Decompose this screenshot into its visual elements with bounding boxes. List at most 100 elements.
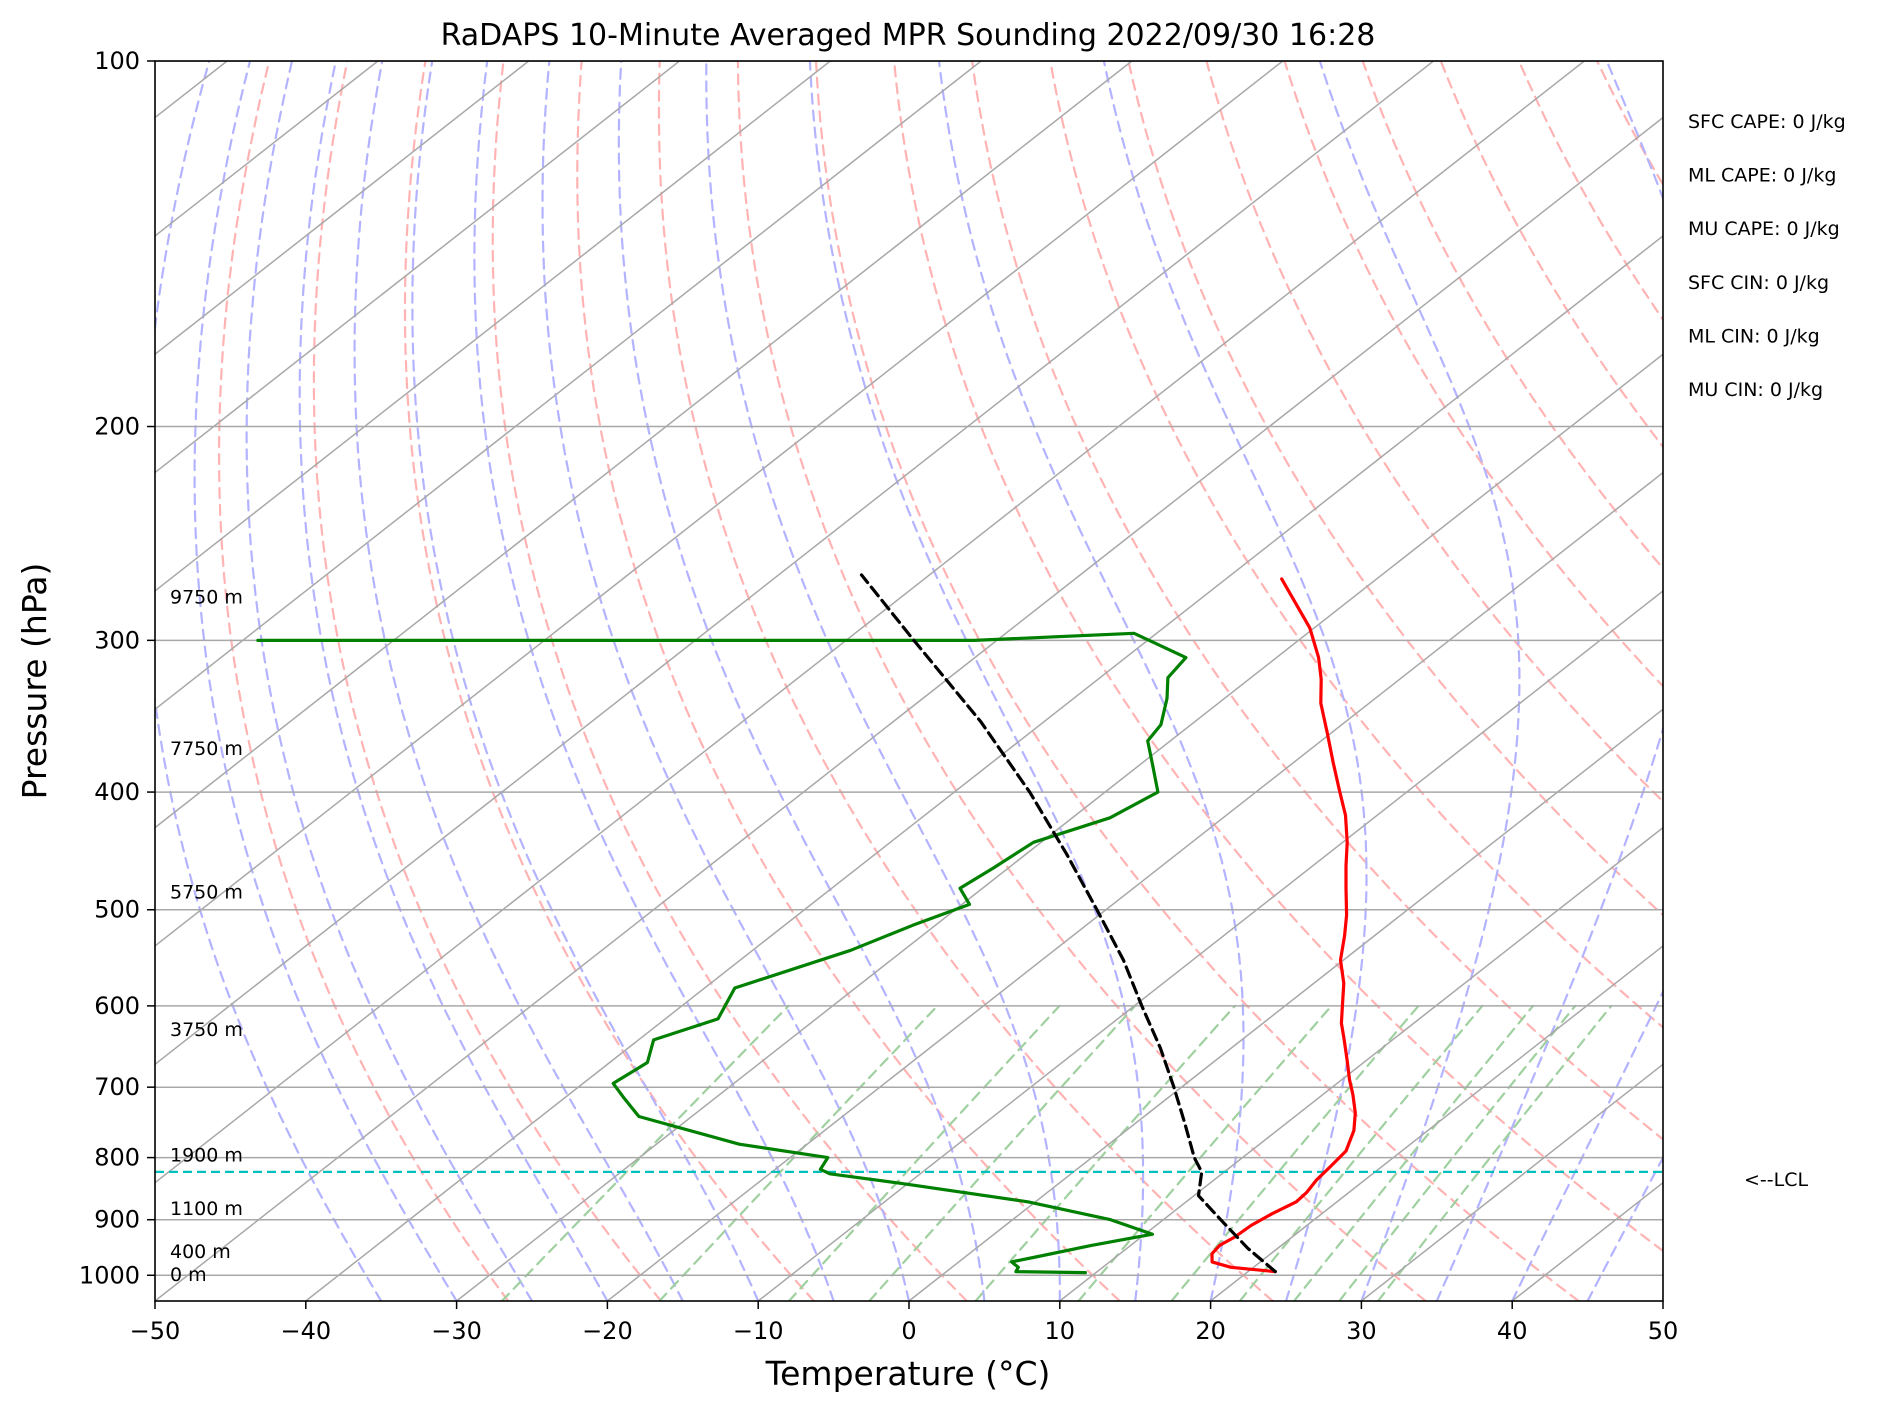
- dry-adiabat: [1049, 61, 1663, 1029]
- mixing-ratio-line: [1377, 1004, 1613, 1301]
- x-tick-label: −40: [280, 1317, 331, 1345]
- isotherm-line: [155, 61, 982, 711]
- mixing-ratio-line: [1238, 1004, 1484, 1301]
- isotherm-line: [155, 61, 1435, 1066]
- dry-adiabat: [1361, 61, 1663, 570]
- mixing-ratio-line: [1170, 1004, 1420, 1301]
- moist-adiabat: [411, 61, 760, 1301]
- dry-adiabat: [312, 61, 663, 1301]
- mixing-ratio-line: [1077, 1004, 1333, 1301]
- dry-adiabat: [1283, 61, 1663, 688]
- y-axis-label: Pressure (hPa): [15, 563, 54, 800]
- dry-adiabat: [576, 61, 1121, 1301]
- x-tick-label: 0: [901, 1317, 916, 1345]
- moist-adiabat: [353, 61, 684, 1301]
- isotherm-line: [155, 61, 530, 356]
- mixing-ratio-line: [787, 1004, 1061, 1301]
- mixing-ratio-line: [974, 1004, 1236, 1301]
- dry-adiabat: [736, 61, 1427, 1301]
- height-label: 9750 m: [170, 586, 243, 608]
- moist-adiabat: [1511, 989, 1663, 1301]
- parcel-profile-line: [859, 573, 1277, 1274]
- dry-adiabat: [218, 61, 510, 1301]
- dry-adiabat: [1596, 61, 1663, 187]
- y-tick-label: 400: [94, 778, 140, 806]
- dry-adiabat: [814, 61, 1580, 1301]
- background-lines: [155, 61, 1882, 1301]
- moist-adiabat: [155, 61, 383, 1301]
- y-tick-label: 200: [94, 413, 140, 441]
- x-axis-label: Temperature (°C): [765, 1354, 1051, 1393]
- chart-title: RaDAPS 10-Minute Averaged MPR Sounding 2…: [441, 18, 1376, 53]
- y-tick-label: 100: [94, 47, 140, 75]
- moist-adiabat: [541, 61, 911, 1301]
- dewpoint-line: [256, 631, 1188, 1275]
- dry-adiabat: [1127, 61, 1663, 917]
- stat-label: SFC CIN: 0 J/kg: [1688, 272, 1829, 294]
- dry-adiabat: [1517, 61, 1663, 322]
- profile-lines: [155, 573, 1663, 1275]
- y-tick-label: 300: [94, 626, 140, 654]
- y-tick-label: 800: [94, 1144, 140, 1172]
- isotherm-line: [606, 471, 1663, 1301]
- axis-ticks: −50 −40 −30 −20 −10 0 10 20 30 40 50 1000 900 800 700 6…: [79, 47, 1678, 1345]
- stat-label: ML CAPE: 0 J/kg: [1688, 165, 1836, 187]
- moist-adiabat: [705, 61, 1061, 1301]
- lcl-label: <--LCL: [1744, 1169, 1808, 1191]
- dry-adiabat: [893, 61, 1663, 1253]
- dry-adiabat: [1675, 61, 1882, 1301]
- isotherm-line: [1209, 945, 1663, 1301]
- isotherm-line: [455, 353, 1663, 1301]
- isotherm-line: [155, 61, 379, 237]
- x-tick-label: 50: [1648, 1317, 1679, 1345]
- height-label: 0 m: [170, 1264, 207, 1286]
- stat-label: MU CIN: 0 J/kg: [1688, 379, 1823, 401]
- isotherm-line: [305, 234, 1663, 1301]
- moist-adiabat: [937, 61, 1245, 1301]
- x-tick-label: −10: [733, 1317, 784, 1345]
- isotherm-line: [757, 589, 1663, 1301]
- isotherm-line: [155, 61, 832, 592]
- x-tick-label: 30: [1346, 1317, 1377, 1345]
- dry-adiabat: [1753, 61, 1882, 1301]
- height-label: 7750 m: [170, 738, 243, 760]
- isotherm-line: [1511, 1181, 1663, 1301]
- isotherm-line: [155, 61, 1284, 947]
- isotherm-line: [1814, 61, 1882, 1301]
- stat-label: SFC CAPE: 0 J/kg: [1688, 111, 1846, 133]
- moist-adiabat: [617, 61, 986, 1301]
- x-tick-label: 20: [1195, 1317, 1226, 1345]
- dry-adiabat: [491, 61, 968, 1301]
- isotherm-line: [155, 116, 1663, 1301]
- mixing-ratio-line: [868, 1004, 1137, 1301]
- isotherm-line: [155, 61, 1586, 1184]
- isotherm-line: [155, 61, 1133, 829]
- moist-adiabat: [1435, 61, 1663, 1301]
- isotherm-line: [155, 61, 681, 474]
- moist-adiabat: [473, 61, 835, 1301]
- isotherm-line: [908, 708, 1663, 1301]
- isotherm-line: [1059, 826, 1663, 1301]
- stat-label: MU CAPE: 0 J/kg: [1688, 218, 1840, 240]
- stat-label: ML CIN: 0 J/kg: [1688, 325, 1820, 347]
- dry-adiabat: [971, 61, 1663, 1141]
- height-label: 1900 m: [170, 1144, 243, 1166]
- temperature-line: [1210, 577, 1357, 1274]
- y-tick-label: 900: [94, 1206, 140, 1234]
- height-label: 1100 m: [170, 1198, 243, 1220]
- moist-adiabat: [245, 61, 534, 1301]
- mixing-ratio-line: [658, 1004, 939, 1301]
- x-tick-label: 40: [1497, 1317, 1528, 1345]
- y-tick-label: 600: [94, 992, 140, 1020]
- pressure-grid: [155, 61, 1882, 1301]
- mixing-ratio-line: [1293, 1004, 1535, 1301]
- moist-adiabat: [808, 61, 1145, 1301]
- y-tick-label: 1000: [79, 1261, 140, 1289]
- moist-adiabat: [1318, 61, 1521, 1301]
- height-label: 3750 m: [170, 1019, 243, 1041]
- x-tick-label: −50: [130, 1317, 181, 1345]
- mixing-ratio-line: [1338, 1004, 1577, 1301]
- plot-frame: [154, 60, 1664, 1302]
